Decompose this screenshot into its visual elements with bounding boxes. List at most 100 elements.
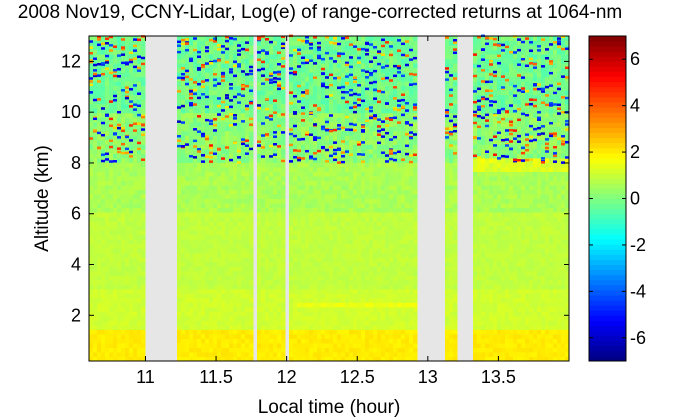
heatmap-cell	[133, 184, 138, 190]
heatmap-cell	[293, 207, 298, 213]
heatmap-cell	[141, 45, 146, 51]
heatmap-cell	[233, 302, 238, 308]
noise-speckle	[125, 86, 129, 89]
noise-speckle	[113, 98, 117, 102]
heatmap-cell	[273, 329, 278, 335]
heatmap-cell	[233, 248, 238, 254]
heatmap-cell	[217, 153, 222, 159]
heatmap-cell	[117, 270, 122, 276]
heatmap-cell	[189, 221, 194, 227]
heatmap-cell	[177, 76, 182, 82]
heatmap-cell	[249, 40, 254, 46]
heatmap-cell	[317, 58, 322, 64]
heatmap-cell	[317, 257, 322, 263]
noise-speckle	[305, 133, 309, 136]
heatmap-cell	[369, 153, 374, 159]
heatmap-cell	[265, 324, 270, 330]
heatmap-cell	[301, 157, 306, 163]
noise-speckle	[257, 140, 261, 143]
heatmap-cell	[241, 329, 246, 335]
heatmap-cell	[317, 270, 322, 276]
heatmap-cell	[333, 189, 338, 195]
noise-speckle	[121, 142, 125, 146]
heatmap-cell	[293, 40, 298, 46]
heatmap-cell	[345, 153, 350, 159]
heatmap-cell	[233, 212, 238, 218]
heatmap-cell	[329, 216, 334, 222]
heatmap-cell	[261, 248, 266, 254]
heatmap-cell	[201, 324, 206, 330]
heatmap-cell	[265, 162, 270, 168]
noise-speckle	[341, 96, 345, 100]
heatmap-cell	[225, 180, 230, 186]
heatmap-cell	[197, 198, 202, 204]
noise-speckle	[345, 36, 349, 40]
heatmap-cell	[241, 121, 246, 127]
heatmap-cell	[297, 248, 302, 254]
heatmap-cell	[213, 266, 218, 272]
heatmap-cell	[89, 356, 94, 362]
heatmap-cell	[361, 266, 366, 272]
noise-speckle	[221, 71, 225, 75]
heatmap-cell	[357, 243, 362, 249]
noise-speckle	[265, 78, 269, 81]
noise-speckle	[205, 49, 209, 53]
heatmap-cell	[341, 261, 346, 267]
heatmap-cell	[141, 306, 146, 312]
heatmap-cell	[277, 261, 282, 267]
heatmap-cell	[229, 212, 234, 218]
noise-speckle	[193, 103, 197, 106]
noise-speckle	[297, 100, 301, 103]
heatmap-cell	[141, 180, 146, 186]
heatmap-cell	[369, 63, 374, 69]
noise-speckle	[265, 98, 269, 101]
noise-speckle	[201, 154, 205, 157]
noise-speckle	[329, 41, 333, 44]
heatmap-cell	[353, 193, 358, 199]
heatmap-cell	[117, 81, 122, 87]
heatmap-cell	[297, 144, 302, 150]
heatmap-cell	[273, 266, 278, 272]
heatmap-cell	[281, 67, 286, 73]
heatmap-cell	[289, 94, 294, 100]
heatmap-cell	[189, 67, 194, 73]
noise-speckle	[349, 43, 353, 46]
heatmap-cell	[209, 324, 214, 330]
heatmap-cell	[189, 54, 194, 60]
heatmap-cell	[97, 302, 102, 308]
heatmap-cell	[105, 297, 110, 303]
noise-speckle	[361, 99, 365, 103]
noise-speckle	[329, 73, 333, 77]
heatmap-cell	[101, 329, 106, 335]
noise-speckle	[233, 123, 237, 126]
heatmap-cell	[97, 306, 102, 312]
heatmap-cell	[289, 112, 294, 118]
heatmap-cell	[185, 297, 190, 303]
noise-speckle	[241, 94, 245, 98]
heatmap-cell	[221, 257, 226, 263]
heatmap-cell	[249, 243, 254, 249]
heatmap-cell	[233, 347, 238, 353]
heatmap-cell	[205, 184, 210, 190]
heatmap-cell	[345, 293, 350, 299]
heatmap-cell	[277, 157, 282, 163]
heatmap-cell	[273, 342, 278, 348]
heatmap-cell	[369, 302, 374, 308]
heatmap-cell	[209, 243, 214, 249]
heatmap-cell	[349, 36, 354, 42]
heatmap-cell	[89, 333, 94, 339]
heatmap-cell	[357, 72, 362, 78]
heatmap-cell	[105, 203, 110, 209]
heatmap-cell	[181, 315, 186, 321]
heatmap-cell	[117, 103, 122, 109]
heatmap-cell	[333, 230, 338, 236]
heatmap-cell	[293, 230, 298, 236]
heatmap-cell	[237, 342, 242, 348]
noise-speckle	[129, 150, 133, 154]
heatmap-cell	[349, 103, 354, 109]
heatmap-cell	[341, 266, 346, 272]
heatmap-cell	[313, 76, 318, 82]
heatmap-cell	[341, 76, 346, 82]
heatmap-cell	[237, 49, 242, 55]
